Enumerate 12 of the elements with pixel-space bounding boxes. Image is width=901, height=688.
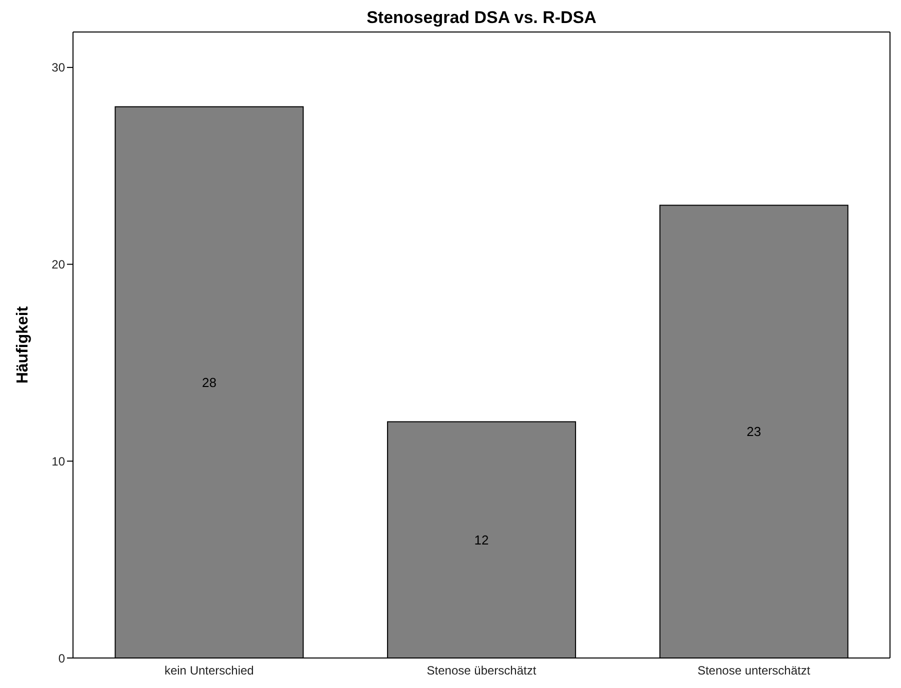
data-label: 12 [474,532,489,548]
x-tick-label: Stenose überschätzt [426,664,537,678]
x-tick-label: Stenose unterschätzt [697,664,811,678]
y-tick-label: 20 [52,258,66,272]
y-tick-label: 10 [52,454,66,468]
x-tick-label: kein Unterschied [164,664,254,678]
y-tick-label: 0 [58,651,66,666]
chart-title: Stenosegrad DSA vs. R-DSA [366,8,598,28]
data-label: 23 [746,424,762,440]
y-axis-title: Häufigkeit [14,306,32,384]
y-tick-label: 30 [52,60,66,75]
data-label: 28 [202,375,216,390]
